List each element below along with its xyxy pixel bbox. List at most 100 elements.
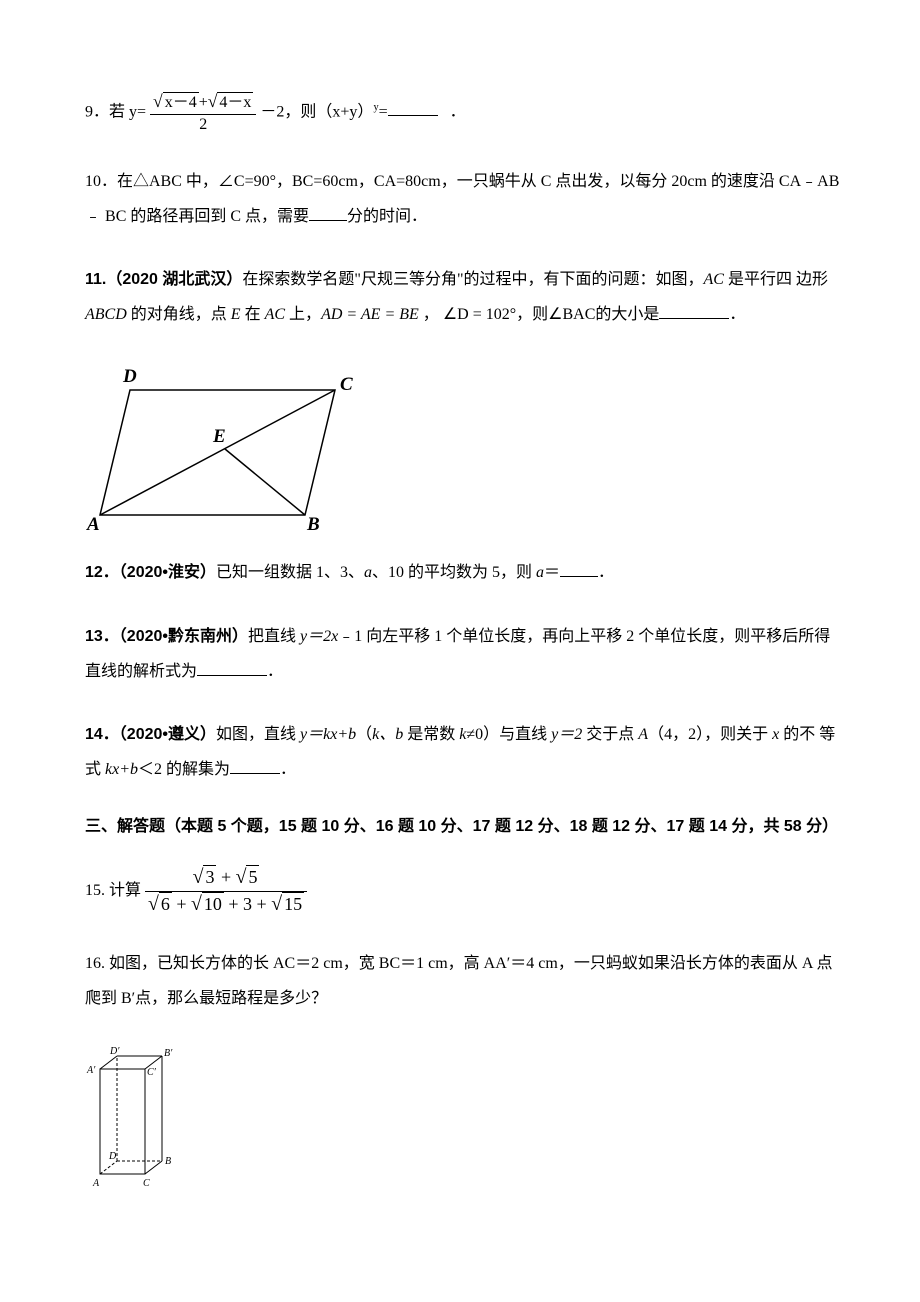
p11-2e: ， [419,306,443,323]
p10-line2b: 分的时间． [347,208,427,225]
p10-line2a: BC 的路径再回到 C 点，需要 [105,208,309,225]
rad10: 10 [202,892,224,916]
p14-eq1: y＝kx+b [300,726,356,743]
sqrt-3: 3 [193,865,217,891]
p11-bold: 11.（2020 湖北武汉） [85,271,242,288]
section-3-heading: 三、解答题（本题 5 个题，15 题 10 分、16 题 10 分、17 题 1… [85,815,840,839]
hidden-1 [100,1161,117,1174]
lab-C: C [143,1178,150,1189]
sqrt-6: 6 [148,892,172,918]
p11-2g: 的大小是 [595,306,659,323]
p14-A: A [638,726,648,743]
p14-kb: k、b [372,726,403,743]
p14-2c: ． [280,761,296,778]
p9-denom: 2 [150,115,256,136]
cuboid-diagram: D′ B′ A′ C′ D B A C [85,1044,840,1202]
p11-BAC: ∠BAC [548,306,595,323]
p11-2b: 的对角线，点 [131,306,227,323]
p14-e: 交于点 [582,726,638,743]
p9-period: ． [450,103,466,120]
p12-blank [560,560,598,577]
p14-a: 如图，直线 [216,726,300,743]
rad-4-minus-x: 4－x [217,92,253,114]
label-A: A [86,514,100,535]
p16-2: 爬到 B′点，那么最短路程是多少？ [85,990,327,1007]
problem-10: 10．在△ABC 中，∠C=90°，BC=60cm，CA=80cm，一只蜗牛从 … [85,164,840,234]
p14-b: （ [356,726,372,743]
lab-Ap: A′ [86,1065,96,1076]
p11-AC: AC [703,271,723,288]
rad6: 6 [159,892,172,916]
plus-1: + [199,94,208,111]
sqrt-2: 4－x [208,90,254,114]
p9-prefix: 9．若 y= [85,103,146,120]
p14-2b: ＜2 的解集为 [138,761,230,778]
p12-d: ． [598,564,614,581]
p11-2f: ，则 [516,306,548,323]
cuboid-svg: D′ B′ A′ C′ D B A C [85,1044,195,1194]
p11-blank [659,302,729,319]
page-content: 9．若 y= x－4+4－x 2 －2，则（x+y）y= ． 10．在△ABC … [0,0,920,1274]
p11-2h: ． [729,306,745,323]
p16-1: 16. 如图，已知长方体的长 AC＝2 cm，宽 BC＝1 cm，高 AA′＝4… [85,955,833,972]
p11-ABCD: ABCD [85,306,131,323]
lab-Bp: B′ [164,1048,173,1059]
p9-fraction: x－4+4－x 2 [150,90,256,136]
p14-bold: 14．（2020•遵义） [85,726,216,743]
problem-11: 11.（2020 湖北武汉）在探索数学名题"尺规三等分角"的过程中，有下面的问题… [85,262,840,332]
p9-blank [388,99,438,116]
p11-eq1: AD = AE = BE [321,306,419,323]
p15-np: + [216,867,235,887]
problem-15: 15. 计算 3 + 5 6 + 10 + 3 + 15 [85,865,840,917]
p13-bold: 13．（2020•黔东南州） [85,628,248,645]
p13-b: ﹣1 向左平移 1 个单位长度，再向上平移 2 个单位长度，则平移后所得 [338,628,830,645]
problem-9: 9．若 y= x－4+4－x 2 －2，则（x+y）y= ． [85,90,840,136]
sqrt-5: 5 [236,865,260,891]
p11-2d: 上， [289,306,321,323]
p14-blank [230,757,280,774]
p13-2b: ． [267,663,283,680]
line-EB [225,449,305,515]
p13-eq: y＝2x [300,628,338,645]
p15-dp2: + 3 + [224,894,271,914]
lab-Cp: C′ [147,1067,157,1078]
p14-c: 是常数 [403,726,459,743]
problem-12: 12．（2020•淮安）已知一组数据 1、3、a、10 的平均数为 5，则 a＝… [85,555,840,590]
edge-5 [145,1161,162,1174]
lab-B: B [165,1156,171,1167]
edge-1 [100,1056,117,1069]
lab-Dp: D′ [109,1046,120,1057]
p13-2a: 直线的解析式为 [85,663,197,680]
p11-2a: 边形 [796,271,828,288]
sqrt-15: 15 [271,892,304,918]
p12-a: 已知一组数据 1、3、 [216,564,364,581]
p14-f: （4，2），则关于 [648,726,772,743]
label-E: E [212,426,226,447]
p15-dp1: + [172,894,191,914]
rad5: 5 [246,865,259,889]
problem-16: 16. 如图，已知长方体的长 AC＝2 cm，宽 BC＝1 cm，高 AA′＝4… [85,946,840,1016]
p14-x: x [772,726,783,743]
p14-d: ≠0）与直线 [466,726,551,743]
problem-14: 14．（2020•遵义）如图，直线 y＝kx+b（k、b 是常数 k≠0）与直线… [85,717,840,787]
front-face [100,1069,145,1174]
p13-a: 把直线 [248,628,300,645]
lab-D: D [108,1151,117,1162]
lab-A: A [92,1178,100,1189]
p11-angle: ∠D = 102° [443,306,516,323]
p11-1a: 在探索数学名题"尺规三等分角"的过程中，有下面的问题：如图， [242,271,703,288]
problem-13: 13．（2020•黔东南州）把直线 y＝2x﹣1 向左平移 1 个单位长度，再向… [85,619,840,689]
p10-blank [309,204,347,221]
rad15: 15 [282,892,304,916]
label-D: D [122,366,137,387]
p13-blank [197,659,267,676]
p12-var: a [364,564,372,581]
p14-2eq: kx+b [105,761,138,778]
p14-g: 的不 [783,726,815,743]
p11-2c: 在 [245,306,261,323]
p12-b: 、10 的平均数为 5，则 [372,564,536,581]
sqrt-10: 10 [191,892,224,918]
p15-num: 3 + 5 [145,865,307,892]
p11-AC2: AC [261,306,289,323]
label-C: C [340,374,353,395]
